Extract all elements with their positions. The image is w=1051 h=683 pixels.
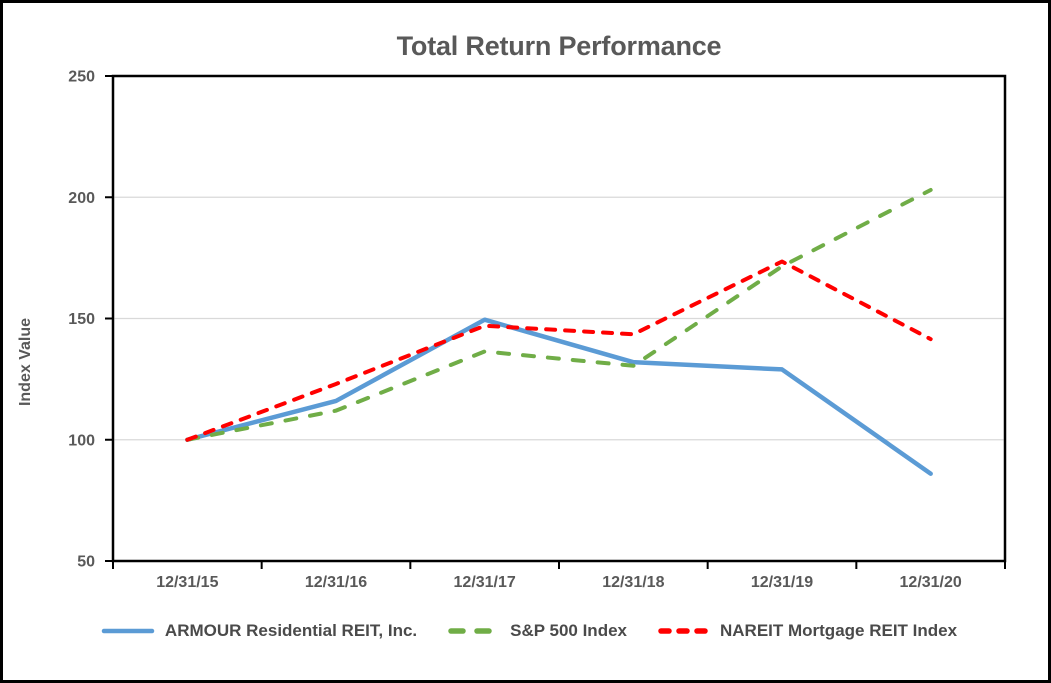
chart-title: Total Return Performance xyxy=(396,31,722,61)
legend-label: S&P 500 Index xyxy=(510,621,627,640)
y-tick-label: 150 xyxy=(68,311,95,328)
solid-line-swatch-icon xyxy=(101,628,155,634)
legend-item-armour-residential-reit-inc: ARMOUR Residential REIT, Inc. xyxy=(100,621,417,641)
x-tick-label: 12/31/18 xyxy=(602,574,664,591)
y-tick-label: 250 xyxy=(68,69,95,86)
legend-item-nareit-mortgage-reit-index: NAREIT Mortgage REIT Index xyxy=(657,621,957,641)
x-tick-label: 12/31/15 xyxy=(156,574,218,591)
legend: ARMOUR Residential REIT, Inc. S&P 500 Ind… xyxy=(3,621,1048,641)
legend-item-s-p-500-index: S&P 500 Index xyxy=(447,621,627,641)
x-tick-label: 12/31/16 xyxy=(305,574,367,591)
plot-area: 50 100 150 200 250 12/31/15 12/31/16 12/31/17 12… xyxy=(68,69,1007,591)
y-tick-label: 200 xyxy=(68,190,95,207)
y-tick-label: 50 xyxy=(77,554,95,571)
x-tick-label: 12/31/17 xyxy=(454,574,516,591)
series-line-s-p-500-index xyxy=(185,187,933,442)
dashed-line-swatch-icon xyxy=(448,628,498,634)
x-tick-label: 12/31/19 xyxy=(751,574,813,591)
legend-label: ARMOUR Residential REIT, Inc. xyxy=(164,621,418,640)
y-tick-label: 100 xyxy=(68,432,95,449)
series-line-armour-residential-reit-inc xyxy=(185,317,933,476)
x-tick-label: 12/31/20 xyxy=(900,574,962,591)
series-line-nareit-mortgage-reit-index xyxy=(185,259,933,442)
legend-label: NAREIT Mortgage REIT Index xyxy=(719,621,958,640)
dashed-line-swatch-icon xyxy=(658,628,708,634)
